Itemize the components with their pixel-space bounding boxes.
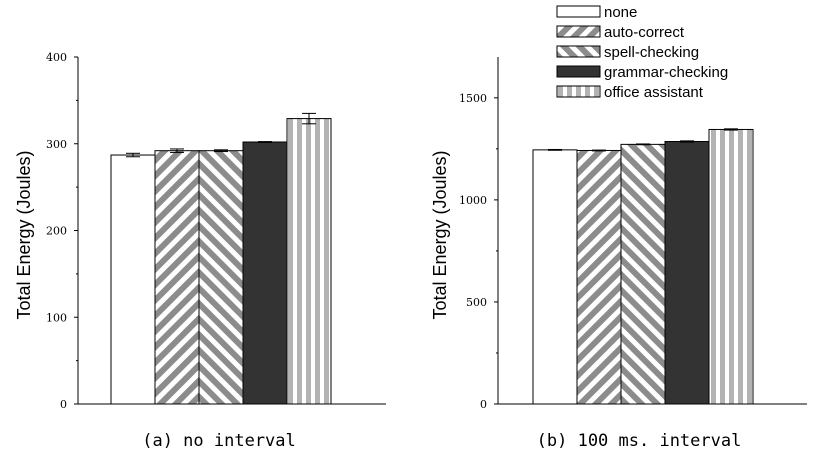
y-tick-label-no-interval: 0 [60, 398, 67, 411]
error-bar-auto-correct-no-interval [170, 148, 184, 153]
bar-auto-correct-no-interval [154, 150, 200, 405]
legend-label-office-assistant: office assistant [604, 84, 704, 101]
y-ticks-100ms-interval: 0 500 1000 1500 [459, 92, 498, 411]
bar-none-100ms-interval [532, 149, 578, 405]
legend-label-auto-correct: auto-correct [604, 24, 685, 41]
legend-swatch-auto-correct [556, 25, 601, 38]
y-axis-title-no-interval: Total Energy (Joules) [14, 150, 34, 319]
legend-swatch-spell-checking [556, 45, 601, 58]
y-tick-label-no-interval: 300 [46, 138, 67, 151]
legend-swatch-office-assistant [556, 85, 601, 98]
legend-label-spell-checking: spell-checking [604, 44, 699, 61]
error-bar-auto-correct-100ms-interval [592, 149, 606, 152]
legend: none auto-correct spell-checking grammar-ch… [556, 4, 728, 101]
error-bar-office-assistant-100ms-interval [724, 128, 738, 131]
bar-none-no-interval [110, 154, 156, 405]
chart-panel-100ms-interval: 0 500 1000 1500 Total Energy (Joules) (b) 1… [430, 57, 807, 451]
bars-100ms-interval [532, 128, 754, 405]
bar-office-assistant-100ms-interval [708, 128, 754, 405]
bar-office-assistant-no-interval [286, 118, 332, 405]
bar-spell-checking-100ms-interval [620, 143, 666, 405]
y-tick-label-100ms-interval: 0 [480, 398, 487, 411]
bar-auto-correct-100ms-interval [576, 149, 622, 405]
bars-no-interval [110, 112, 332, 405]
legend-label-grammar-checking: grammar-checking [604, 64, 728, 81]
error-bar-grammar-checking-100ms-interval [680, 140, 694, 143]
legend-label-none: none [604, 4, 637, 21]
error-bar-office-assistant-no-interval [302, 112, 316, 125]
y-ticks-no-interval: 0 100 200 300 400 [46, 51, 78, 411]
error-bar-spell-checking-no-interval [214, 149, 228, 153]
y-tick-label-100ms-interval: 1500 [459, 92, 487, 105]
y-axis-title-100ms-interval: Total Energy (Joules) [430, 150, 450, 319]
error-bar-none-no-interval [126, 152, 140, 158]
caption-no-interval: (a) no interval [142, 431, 296, 451]
chart-panel-no-interval: 0 100 200 300 400 Total Energy (Joules) (a) … [14, 51, 386, 451]
y-tick-label-100ms-interval: 1000 [459, 194, 487, 207]
y-tick-label-100ms-interval: 500 [466, 296, 487, 309]
legend-swatch-grammar-checking [556, 65, 601, 78]
y-tick-label-no-interval: 200 [46, 225, 67, 238]
y-tick-label-no-interval: 400 [46, 51, 67, 64]
bar-grammar-checking-no-interval [242, 141, 288, 405]
legend-swatch-none [556, 5, 601, 18]
error-bar-grammar-checking-no-interval [258, 141, 272, 143]
error-bar-spell-checking-100ms-interval [636, 143, 650, 146]
error-bar-none-100ms-interval [548, 148, 562, 151]
bar-grammar-checking-100ms-interval [664, 141, 710, 405]
caption-100ms-interval: (b) 100 ms. interval [537, 431, 742, 451]
bar-spell-checking-no-interval [198, 150, 244, 405]
y-tick-label-no-interval: 100 [46, 311, 67, 324]
